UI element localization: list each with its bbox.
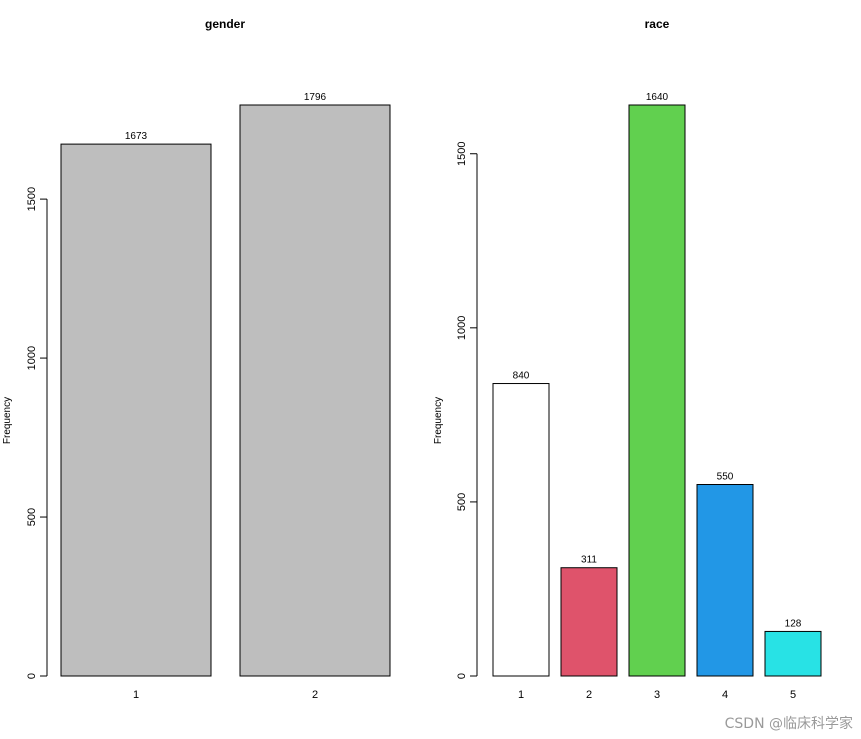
- chart2-category-label-1: 1: [518, 689, 524, 701]
- chart1-y-tick-label-0: 0: [26, 673, 38, 679]
- chart2-bar-3: [628, 104, 686, 677]
- chart2-bar-5: [764, 630, 822, 677]
- chart1-y-axis-label: Frequency: [2, 397, 13, 444]
- chart1-y-tick-label-2: 1000: [26, 346, 38, 370]
- chart2-title: race: [645, 17, 670, 31]
- watermark: CSDN @临床科学家: [724, 716, 853, 732]
- chart1-y-tick-label-3: 1500: [26, 187, 38, 211]
- chart2-y-tick-label-0: 0: [456, 673, 468, 679]
- chart2-y-axis-label: Frequency: [433, 397, 444, 444]
- chart2-category-label-3: 3: [654, 689, 660, 701]
- chart2-category-label-5: 5: [790, 689, 796, 701]
- chart1-y-tick-label-1: 500: [26, 508, 38, 526]
- chart2-bar-2: [560, 567, 618, 677]
- chart2-bar-1: [492, 383, 550, 677]
- chart2-data-label-3: 1640: [646, 92, 669, 103]
- chart2-bar-4: [696, 484, 754, 677]
- chart2-category-label-4: 4: [722, 689, 728, 701]
- chart1-data-label-2: 1796: [304, 92, 327, 103]
- chart1-category-label-2: 2: [312, 689, 318, 701]
- chart2-y-tick-label-3: 1500: [456, 142, 468, 166]
- chart1-category-label-1: 1: [133, 689, 139, 701]
- chart1-title: gender: [205, 17, 245, 31]
- chart2-data-label-1: 840: [513, 371, 530, 382]
- chart2-y-tick-label-2: 1000: [456, 316, 468, 340]
- chart2-data-label-4: 550: [717, 472, 734, 483]
- chart1-bar-2: [239, 104, 391, 677]
- chart2-data-label-2: 311: [581, 555, 597, 566]
- chart2-y-tick-label-1: 500: [456, 493, 468, 511]
- chart2-category-label-2: 2: [586, 689, 592, 701]
- chart1-data-label-1: 1673: [125, 131, 148, 142]
- chart1-bar-1: [60, 143, 212, 677]
- chart2-data-label-5: 128: [785, 618, 802, 629]
